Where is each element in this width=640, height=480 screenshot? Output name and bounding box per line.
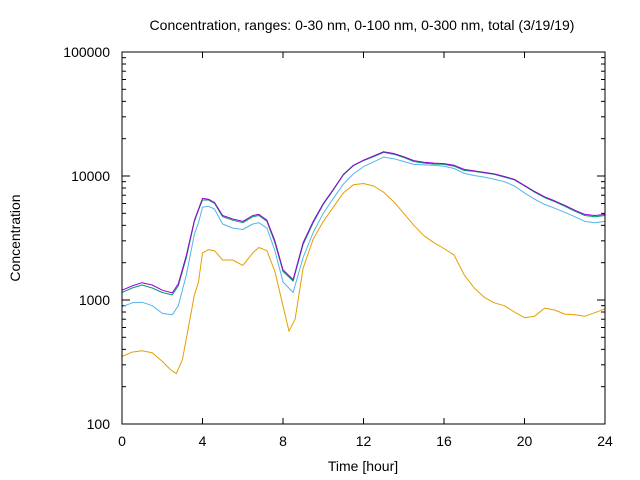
x-axis-label: Time [hour] — [328, 458, 398, 474]
y-tick-label: 100000 — [63, 44, 110, 60]
series-line-3 — [121, 151, 606, 296]
series-line-1 — [121, 183, 606, 375]
x-tick-label: 4 — [199, 433, 207, 449]
y-tick-label: 100 — [87, 416, 111, 432]
x-tick-label: 20 — [517, 433, 533, 449]
series-layer — [121, 151, 606, 375]
x-tick-label: 12 — [356, 433, 372, 449]
y-tick-label: 1000 — [79, 292, 110, 308]
y-tick-label: 10000 — [71, 168, 110, 184]
x-tick-label: 24 — [597, 433, 613, 449]
x-tick-label: 8 — [279, 433, 287, 449]
chart-title: Concentration, ranges: 0-30 nm, 0-100 nm… — [150, 17, 575, 33]
series-line-2 — [121, 156, 606, 316]
y-axis-label: Concentration — [7, 194, 23, 281]
x-tick-label: 0 — [118, 433, 126, 449]
plot-frame — [121, 51, 606, 425]
series-line-4 — [121, 151, 606, 294]
x-tick-label: 16 — [436, 433, 452, 449]
tick-layer: 0 4 8 12 16 20 24 100 1000 10000 100000 — [63, 44, 613, 449]
